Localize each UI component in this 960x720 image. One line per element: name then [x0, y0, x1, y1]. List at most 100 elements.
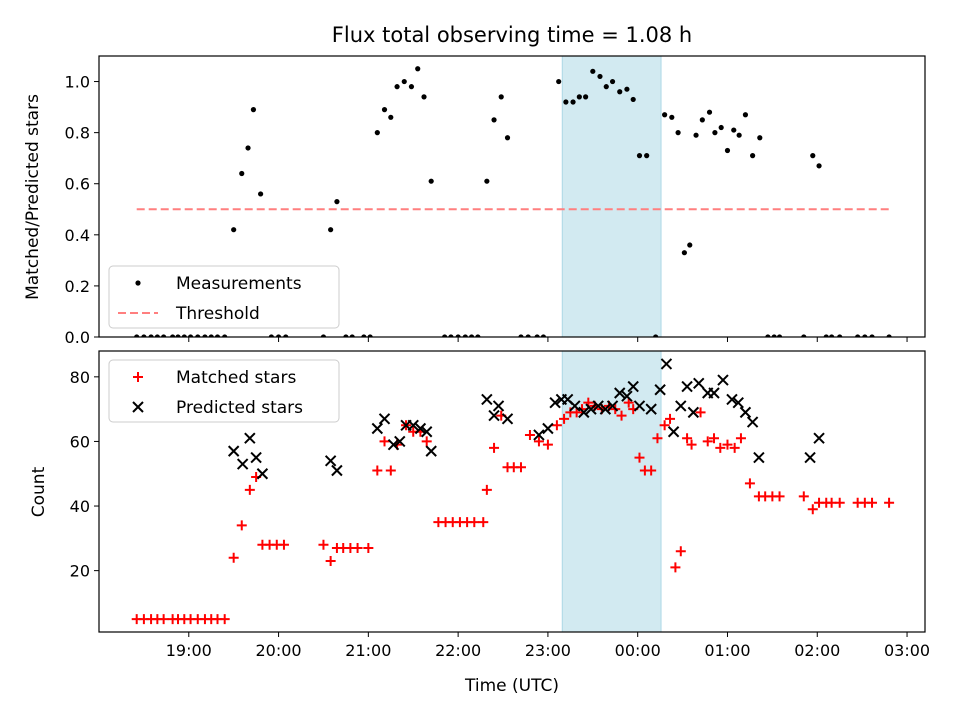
matched-stars-point [709, 433, 720, 444]
predicted-stars-point [488, 409, 500, 422]
matched-stars-point [867, 497, 878, 508]
measurements-point [484, 178, 490, 184]
legend-marker [135, 280, 141, 286]
measurements-point [214, 334, 221, 337]
matched-stars-point [219, 614, 230, 625]
measurements-point [583, 94, 589, 100]
matched-stars-point [158, 614, 169, 625]
measurements-point [504, 135, 511, 141]
ratio-panel: 0.0 0.2 0.4 0.6 0.8 1.0 Measurements Threshold [65, 55, 926, 347]
measurements-point [175, 334, 181, 337]
predicted-stars-point [533, 429, 545, 441]
x-tick-label: 19:00 [166, 641, 212, 660]
matched-stars-point [665, 413, 676, 424]
matched-stars-point [551, 420, 562, 431]
measurements-point [245, 145, 251, 151]
predicted-stars-point [667, 426, 680, 438]
measurements-point [170, 334, 176, 337]
predicted-stars-point [746, 416, 759, 428]
measurements-point [742, 112, 749, 118]
matched-stars-point [715, 442, 726, 453]
y-tick-label: 0.8 [65, 124, 90, 143]
predicted-stars-point [804, 451, 816, 464]
matched-stars-point [686, 439, 697, 450]
measurements-point [275, 334, 282, 337]
measurements-point [736, 132, 742, 138]
predicted-stars-point [732, 396, 744, 409]
measurements-point [534, 334, 540, 337]
matched-stars-point [702, 436, 713, 447]
data-points [134, 66, 892, 337]
legend-label: Predicted stars [176, 398, 303, 418]
measurements-point [675, 130, 681, 136]
predicted-stars-point [481, 393, 493, 406]
matched-stars-point [670, 562, 681, 573]
matched-stars-point [481, 484, 492, 495]
data-points [131, 358, 895, 625]
y-tick-label: 1.0 [65, 73, 90, 92]
matched-stars-point [318, 539, 329, 550]
measurements-point [706, 109, 713, 115]
x-tick-label: 21:00 [345, 641, 391, 660]
predicted-stars-point [753, 451, 765, 464]
axes-frame [98, 55, 926, 338]
measurements-point [757, 135, 763, 141]
predicted-stars-point [675, 400, 687, 412]
predicted-stars-point [250, 451, 262, 464]
axes-frame [98, 350, 926, 633]
legend-label: Measurements [176, 274, 302, 294]
matched-stars-point [363, 543, 374, 554]
matched-stars-point [652, 433, 663, 444]
matched-stars-point [834, 497, 845, 508]
predicted-stars-point [681, 380, 693, 393]
predicted-stars-point [227, 445, 240, 457]
legend-box [108, 359, 340, 423]
x-axis-label: Time (UTC) [464, 676, 559, 696]
matched-stars-point [735, 433, 746, 444]
measurements-point [617, 89, 623, 95]
measurements-point [712, 130, 718, 136]
measurements-point [388, 114, 394, 120]
measurements-point [630, 96, 636, 103]
count-panel: 19:00 20:00 21:00 22:00 23:00 00:00 01:00 02:00… [70, 350, 930, 660]
predicted-stars-point [549, 396, 561, 409]
measurements-point [401, 78, 407, 85]
y-tick-label: 0.4 [65, 226, 90, 245]
matched-stars-point [379, 436, 390, 447]
measurements-point [816, 163, 822, 169]
matched-stars-point [469, 517, 480, 528]
measurements-point [448, 334, 454, 337]
measurements-point [320, 334, 327, 337]
predicted-stars-point [407, 419, 419, 431]
matched-stars-point [744, 478, 755, 489]
measurements-point [669, 114, 675, 120]
matched-stars-point [325, 555, 336, 566]
legend-box [108, 265, 340, 329]
measurements-point [374, 130, 380, 136]
x-tick-label: 00:00 [615, 641, 661, 660]
measurements-point [161, 334, 167, 337]
predicted-stars-point [542, 422, 554, 435]
x-tick-label: 22:00 [435, 641, 481, 660]
measurements-point [208, 334, 214, 337]
measurements-point [570, 99, 576, 105]
measurements-point [498, 94, 504, 100]
matched-stars-point [244, 484, 255, 495]
measurements-point [776, 334, 783, 337]
predicted-stars-point [585, 403, 597, 415]
matched-stars-point [774, 491, 785, 502]
predicted-stars-point [739, 406, 752, 419]
predicted-stars-point [606, 400, 619, 412]
predicted-stars-point [726, 393, 738, 406]
matched-stars-point [634, 452, 645, 463]
predicted-stars-point [633, 400, 646, 412]
matched-stars-point [695, 407, 706, 418]
measurements-point [576, 94, 582, 100]
measurements-point [801, 334, 807, 337]
predicted-stars-point [645, 403, 657, 415]
matched-stars-point [729, 442, 740, 453]
measurements-point [239, 170, 245, 177]
measurements-point [681, 250, 687, 256]
observing-window-span [561, 55, 662, 338]
